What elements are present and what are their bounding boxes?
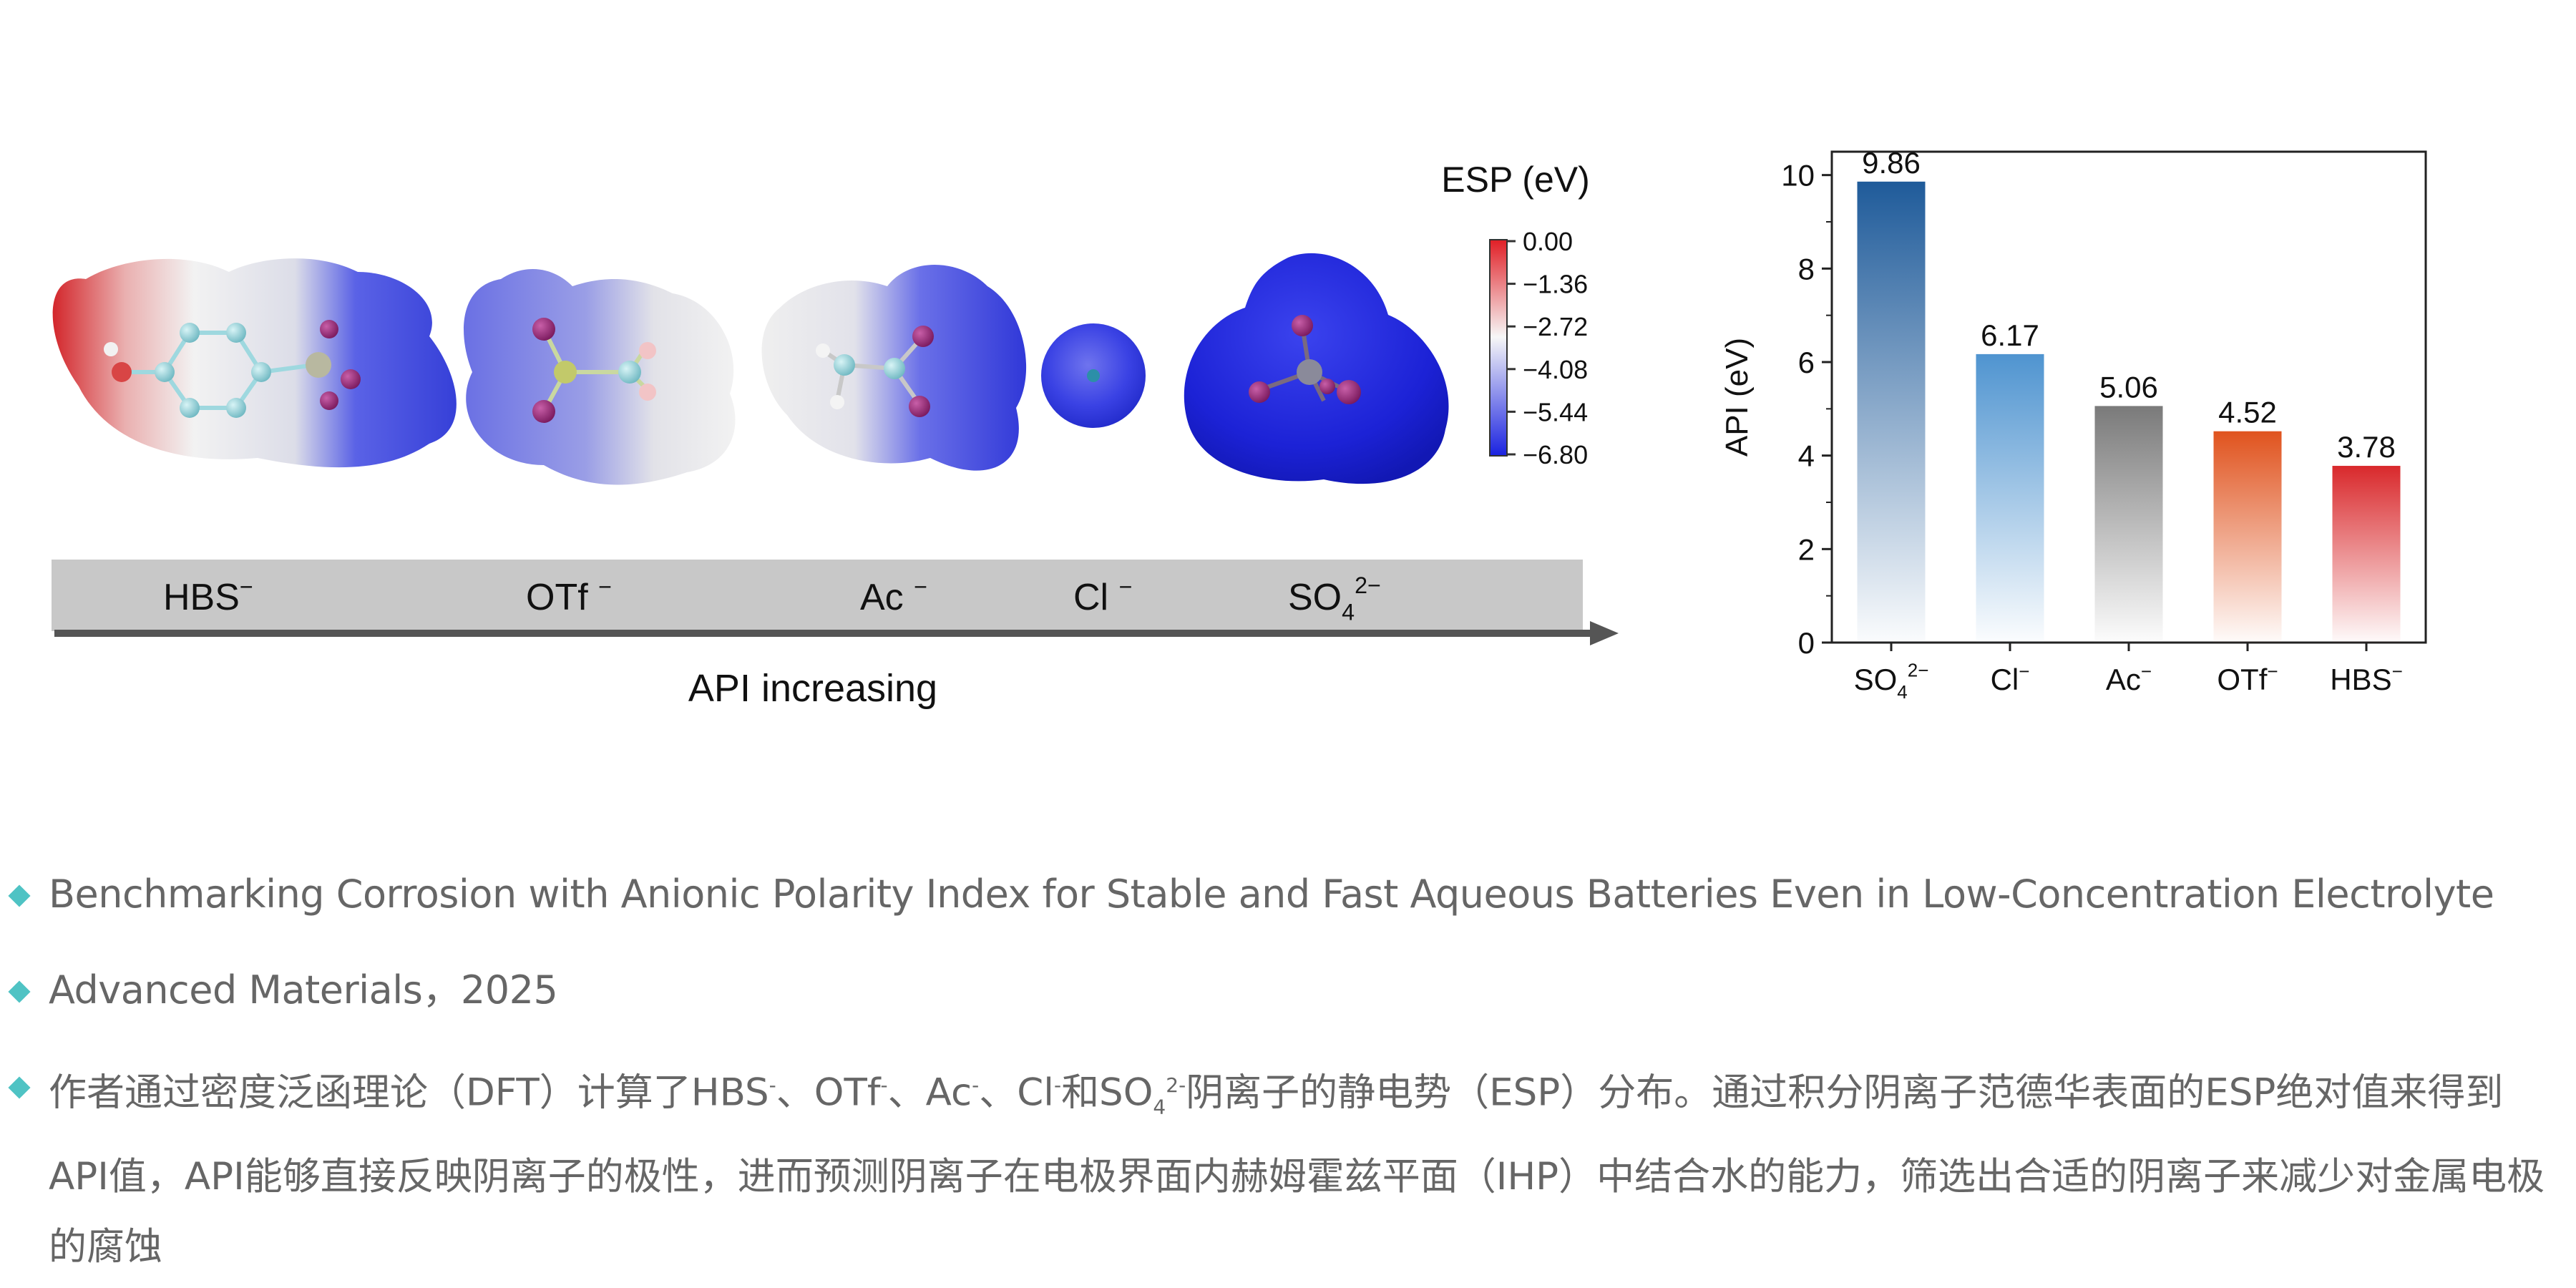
y-tick-label: 6 xyxy=(1798,346,1815,379)
y-tick-label: 8 xyxy=(1798,252,1815,286)
anion-labels: HBS− OTf − Ac − Cl − SO42− xyxy=(163,572,1381,625)
bar-value-label: 6.17 xyxy=(1981,318,2039,352)
label-ac: Ac − xyxy=(860,574,927,618)
x-tick-label: Ac− xyxy=(2106,660,2152,696)
bar-value-label: 3.78 xyxy=(2337,430,2396,464)
label-so4: SO42− xyxy=(1288,572,1381,625)
bar xyxy=(2094,406,2163,643)
colorbar-tick-label: −4.08 xyxy=(1523,355,1588,384)
bar xyxy=(2332,466,2401,643)
bullet-diamond-icon xyxy=(8,980,31,1003)
colorbar xyxy=(1489,239,1508,457)
y-axis-label: API (eV) xyxy=(1719,338,1755,457)
esp-figure: ESP (eV) 0.00 −1.36 −2.72 −4.08 −5.44 −6.80 H… xyxy=(52,160,1619,710)
colorbar-tick-label: −6.80 xyxy=(1523,440,1588,469)
otf-esp-surface xyxy=(464,269,736,485)
bullet-diamond-icon xyxy=(8,1076,31,1099)
cl-esp-surface xyxy=(1041,323,1146,428)
hbs-esp-surface xyxy=(52,258,457,468)
x-tick-label: SO42− xyxy=(1854,660,1929,703)
x-tick-label: HBS− xyxy=(2330,660,2403,696)
bar xyxy=(1857,181,1926,643)
y-tick-label: 4 xyxy=(1798,439,1815,473)
bar-value-label: 5.06 xyxy=(2099,370,2158,404)
label-otf: OTf − xyxy=(526,574,612,618)
paper-title: Benchmarking Corrosion with Anionic Pola… xyxy=(49,872,2494,917)
bar-value-label: 9.86 xyxy=(1862,146,1921,180)
label-cl: Cl − xyxy=(1073,574,1132,618)
api-increasing-label: API increasing xyxy=(688,667,937,710)
anion-label-band xyxy=(52,560,1583,631)
colorbar-tick-label: −1.36 xyxy=(1523,270,1588,299)
api-bar-chart: 0 2 4 6 8 10 API (eV) 9.86 SO42− 6.17 Cl− 5.06 Ac− 4.… xyxy=(1719,146,2427,703)
colorbar-title: ESP (eV) xyxy=(1441,160,1590,200)
description-text: 作者通过密度泛函理论（DFT）计算了HBS-、OTf-、Ac-、Cl-和SO42… xyxy=(49,1070,2545,1269)
ac-esp-surface xyxy=(761,265,1027,471)
y-tick-label: 0 xyxy=(1798,626,1815,660)
bar xyxy=(2213,431,2282,643)
journal-year: Advanced Materials，2025 xyxy=(49,967,558,1013)
colorbar-tick-label: −2.72 xyxy=(1523,312,1588,341)
api-arrow-head xyxy=(1590,621,1619,645)
colorbar-ticks: 0.00 −1.36 −2.72 −4.08 −5.44 −6.80 xyxy=(1507,227,1588,469)
bullet-diamond-icon xyxy=(8,884,31,907)
bar-value-label: 4.52 xyxy=(2218,396,2277,429)
x-tick-label: Cl− xyxy=(1991,660,2030,696)
colorbar-tick-label: 0.00 xyxy=(1523,227,1573,256)
y-tick-label: 10 xyxy=(1781,159,1815,192)
x-tick-label: OTf− xyxy=(2217,660,2278,696)
colorbar-tick-label: −5.44 xyxy=(1523,397,1588,426)
label-hbs: HBS− xyxy=(163,574,253,618)
bar xyxy=(1976,353,2044,643)
so4-esp-surface xyxy=(1184,253,1449,484)
y-tick-label: 2 xyxy=(1798,532,1815,566)
